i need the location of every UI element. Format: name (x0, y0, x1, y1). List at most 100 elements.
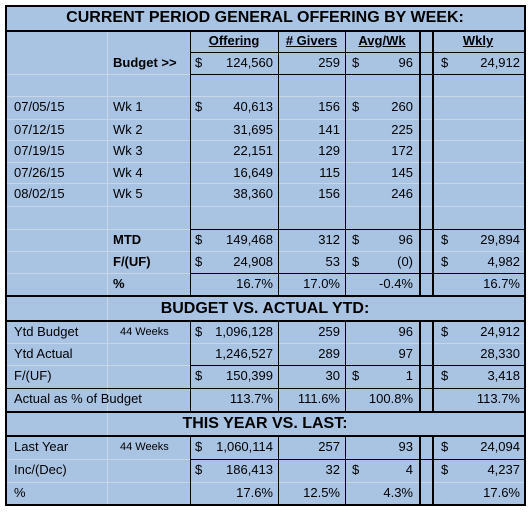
border (524, 5, 526, 506)
border (345, 30, 346, 295)
border (419, 30, 421, 295)
cell-offering: 149,468 (226, 232, 273, 247)
cell-offering: 16,649 (233, 165, 273, 180)
cell-givers: 156 (318, 186, 340, 201)
cell-sublabel: 44 Weeks (120, 326, 169, 338)
gridline (5, 206, 525, 207)
border (419, 320, 421, 411)
cell-offering: 186,413 (226, 462, 273, 477)
cell-offering-sign: $ (195, 368, 203, 383)
cell-offering: 40,613 (233, 99, 273, 114)
cell-wkly-sign: $ (441, 55, 449, 70)
cell-avg: 97 (398, 346, 413, 361)
gridline (5, 119, 525, 120)
cell-givers: 30 (325, 368, 340, 383)
cell-date: 07/05/15 (14, 99, 65, 114)
cell-wkly: 16.7% (483, 276, 520, 291)
cell-givers: 289 (318, 346, 340, 361)
border (345, 320, 346, 411)
cell-avg: 96 (398, 232, 413, 247)
cell-label: % (14, 485, 26, 500)
border (190, 435, 191, 505)
border (5, 5, 526, 7)
cell-offering: 1,096,128 (215, 324, 273, 339)
cell-week: Wk 5 (113, 186, 143, 201)
sheet-background (5, 5, 525, 505)
cell-givers: 111.6% (297, 391, 340, 406)
cell-offering-sign: $ (195, 462, 203, 477)
cell-avg: 172 (391, 143, 413, 158)
gridline (5, 96, 525, 97)
cell-heading: MTD (113, 232, 142, 247)
border (190, 30, 191, 295)
cell-wkly-sign: $ (441, 462, 449, 477)
cell-givers: 259 (318, 55, 340, 70)
cell-givers: 32 (325, 462, 340, 477)
gridline (5, 140, 525, 141)
cell-sublabel: 44 Weeks (120, 441, 169, 453)
cell-week: Wk 4 (113, 165, 143, 180)
cell-offering: 16.7% (236, 276, 273, 291)
border (278, 30, 279, 295)
cell-label: Inc/(Dec) (14, 462, 67, 477)
border (419, 435, 421, 505)
cell-avg: 100.8% (368, 391, 413, 406)
cell-offering: 124,560 (226, 55, 273, 70)
cell-offering: 113.7% (229, 391, 273, 406)
cell-wkly: 24,912 (480, 55, 520, 70)
cell-wkly: 28,330 (480, 346, 520, 361)
cell-date: 07/12/15 (14, 122, 65, 137)
cell-avg: -0.4% (379, 276, 413, 291)
gridline (107, 30, 108, 505)
border (432, 320, 434, 411)
gridline (5, 482, 525, 483)
cell-wkly-sign: $ (441, 324, 449, 339)
border (345, 435, 346, 505)
cell-offering: 150,399 (226, 368, 273, 383)
border (5, 388, 526, 389)
border (5, 320, 526, 322)
cell-avg: 96 (398, 55, 413, 70)
cell-wkly: 113.7% (476, 391, 520, 406)
cell-givers: 141 (318, 122, 340, 137)
cell-offering-sign: $ (195, 55, 203, 70)
border (190, 229, 526, 230)
cell-givers: 12.5% (303, 485, 340, 500)
cell-wkly-sign: $ (441, 439, 449, 454)
cell-label: Actual as % of Budget (14, 391, 142, 406)
cell-givers: 115 (319, 165, 340, 180)
column-header: # Givers (285, 33, 338, 48)
border (5, 411, 526, 413)
border (190, 459, 526, 460)
cell-avg: 1 (405, 368, 413, 383)
cell-avg-sign: $ (352, 55, 360, 70)
cell-givers: 312 (318, 232, 340, 247)
cell-wkly: 4,982 (487, 254, 520, 269)
cell-wkly: 3,418 (487, 368, 520, 383)
cell-date: 07/26/15 (14, 165, 65, 180)
gridline (5, 251, 525, 252)
border (5, 435, 526, 437)
cell-avg: 93 (398, 439, 413, 454)
cell-avg: (0) (397, 254, 413, 269)
cell-avg: 96 (398, 324, 413, 339)
cell-avg: 4.3% (383, 485, 413, 500)
border (5, 5, 7, 506)
column-header: Wkly (462, 33, 494, 48)
border (5, 30, 526, 32)
border (190, 365, 526, 366)
cell-givers: 156 (318, 99, 340, 114)
section-title: BUDGET VS. ACTUAL YTD: (160, 300, 370, 317)
section-title: CURRENT PERIOD GENERAL OFFERING BY WEEK: (66, 9, 464, 26)
cell-avg: 225 (391, 122, 413, 137)
cell-wkly: 24,094 (480, 439, 520, 454)
cell-heading: Budget >> (113, 55, 177, 70)
cell-givers: 17.0% (303, 276, 340, 291)
gridline (5, 183, 525, 184)
border (5, 295, 526, 297)
cell-label: Last Year (14, 439, 69, 454)
cell-week: Wk 1 (113, 99, 143, 114)
column-header: Avg/Wk (358, 33, 406, 48)
border (278, 320, 279, 411)
